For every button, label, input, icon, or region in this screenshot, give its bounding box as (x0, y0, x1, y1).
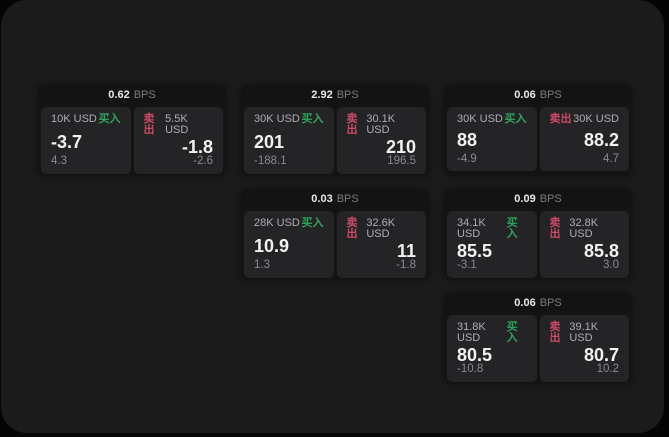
sell-delta: -2.6 (193, 155, 213, 167)
spread-header: 0.06 BPS (444, 292, 632, 315)
buy-size: 34.1K USD (457, 217, 486, 240)
buy-label: 买入 (506, 321, 518, 344)
buy-panel[interactable]: 28K USD 买入 10.9 1.3 (244, 211, 334, 278)
spread-header: 0.06 BPS (444, 84, 632, 107)
buy-delta: 1.3 (254, 259, 270, 271)
buy-panel[interactable]: 30K USD 买入 88 -4.9 (447, 107, 537, 171)
sell-label: 卖出 (346, 113, 358, 136)
buy-price: 80.5 (457, 345, 493, 365)
spread-header: 2.92 BPS (241, 84, 429, 107)
sell-panel[interactable]: 卖出 32.6K USD 11 -1.8 (336, 211, 426, 278)
spread-value: 0.06 (514, 297, 536, 309)
buy-panel[interactable]: 10K USD 买入 -3.7 4.3 (41, 107, 131, 174)
sell-label: 卖出 (143, 113, 155, 136)
quote-card: 0.06 BPS 30K USD 买入 88 -4.9 卖出 30K USD (444, 84, 632, 174)
quote-card: 0.03 BPS 28K USD 买入 10.9 1.3 卖出 32.6K US… (241, 188, 429, 278)
quote-card: 2.92 BPS 30K USD 买入 201 -188.1 卖出 30.1K … (241, 84, 429, 174)
sell-size: 5.5K USD (165, 113, 189, 136)
sell-price: 85.8 (583, 241, 619, 261)
spread-value: 0.06 (514, 89, 536, 101)
buy-size: 30K USD (457, 113, 503, 125)
sell-price: -1.8 (181, 137, 213, 157)
buy-size: 30K USD (254, 113, 300, 125)
spread-value: 0.62 (108, 89, 130, 101)
sell-price: 11 (396, 241, 416, 261)
spread-unit: BPS (539, 297, 562, 309)
buy-size: 28K USD (254, 217, 300, 229)
quote-panels: 10K USD 买入 -3.7 4.3 卖出 5.5K USD -1.8 -2.… (38, 107, 226, 177)
buy-price: 85.5 (457, 241, 493, 261)
spread-unit: BPS (336, 89, 359, 101)
buy-delta: -188.1 (254, 155, 287, 167)
spread-header: 0.62 BPS (38, 84, 226, 107)
sell-size: 39.1K USD (569, 321, 599, 344)
quote-panels: 30K USD 买入 201 -188.1 卖出 30.1K USD 210 1… (241, 107, 429, 177)
buy-panel[interactable]: 31.8K USD 买入 80.5 -10.8 (447, 315, 537, 382)
spread-unit: BPS (133, 89, 156, 101)
spread-unit: BPS (539, 193, 562, 205)
quote-panels: 28K USD 买入 10.9 1.3 卖出 32.6K USD 11 -1.8 (241, 211, 429, 281)
quote-panels: 30K USD 买入 88 -4.9 卖出 30K USD 88.2 4.7 (444, 107, 632, 174)
sell-panel[interactable]: 卖出 32.8K USD 85.8 3.0 (539, 211, 629, 278)
sell-label: 卖出 (549, 217, 561, 240)
buy-price: 10.9 (254, 235, 290, 256)
quote-card: 0.09 BPS 34.1K USD 买入 85.5 -3.1 卖出 32.8K… (444, 188, 632, 278)
sell-delta: 4.7 (603, 152, 619, 165)
sell-panel[interactable]: 卖出 39.1K USD 80.7 10.2 (539, 315, 629, 382)
spread-value: 0.03 (311, 193, 333, 205)
sell-price: 210 (385, 137, 416, 157)
spread-unit: BPS (336, 193, 359, 205)
quote-card: 0.62 BPS 10K USD 买入 -3.7 4.3 卖出 5.5K USD (38, 84, 226, 174)
sell-panel[interactable]: 卖出 30K USD 88.2 4.7 (539, 107, 629, 171)
buy-label: 买入 (98, 113, 121, 125)
spread-header: 0.03 BPS (241, 188, 429, 211)
buy-label: 买入 (301, 217, 324, 229)
buy-size: 10K USD (51, 113, 97, 125)
buy-size: 31.8K USD (457, 321, 486, 344)
sell-delta: 10.2 (596, 363, 619, 375)
buy-label: 买入 (504, 113, 527, 125)
quote-panels: 34.1K USD 买入 85.5 -3.1 卖出 32.8K USD 85.8… (444, 211, 632, 281)
buy-delta: -4.9 (457, 152, 477, 165)
sell-label: 卖出 (346, 217, 358, 240)
sell-panel[interactable]: 卖出 5.5K USD -1.8 -2.6 (133, 107, 223, 174)
sell-label: 卖出 (549, 321, 561, 344)
buy-price: 88 (457, 130, 478, 151)
spread-value: 2.92 (311, 89, 333, 101)
quote-card: 0.06 BPS 31.8K USD 买入 80.5 -10.8 卖出 39.1… (444, 292, 632, 382)
quote-panels: 31.8K USD 买入 80.5 -10.8 卖出 39.1K USD 80.… (444, 315, 632, 385)
buy-panel[interactable]: 34.1K USD 买入 85.5 -3.1 (447, 211, 537, 278)
sell-size: 32.6K USD (366, 217, 396, 240)
sell-price: 80.7 (583, 345, 619, 365)
buy-panel[interactable]: 30K USD 买入 201 -188.1 (244, 107, 334, 174)
sell-delta: 3.0 (603, 259, 619, 271)
buy-delta: -3.1 (457, 259, 477, 271)
spread-value: 0.09 (514, 193, 536, 205)
buy-price: -3.7 (51, 131, 83, 152)
spread-unit: BPS (539, 89, 562, 101)
quote-card-grid: 0.62 BPS 10K USD 买入 -3.7 4.3 卖出 5.5K USD (38, 84, 632, 382)
buy-price: 201 (254, 131, 285, 152)
sell-size: 32.8K USD (569, 217, 599, 240)
sell-panel[interactable]: 卖出 30.1K USD 210 196.5 (336, 107, 426, 174)
sell-delta: -1.8 (396, 259, 416, 271)
buy-label: 买入 (301, 113, 324, 125)
sell-delta: 196.5 (387, 155, 416, 167)
buy-label: 买入 (506, 217, 518, 240)
buy-delta: 4.3 (51, 155, 67, 167)
sell-size: 30.1K USD (366, 113, 396, 136)
sell-size: 30K USD (573, 113, 619, 125)
buy-delta: -10.8 (457, 363, 484, 375)
sell-price: 88.2 (583, 130, 619, 151)
sell-label: 卖出 (549, 113, 572, 125)
spread-header: 0.09 BPS (444, 188, 632, 211)
